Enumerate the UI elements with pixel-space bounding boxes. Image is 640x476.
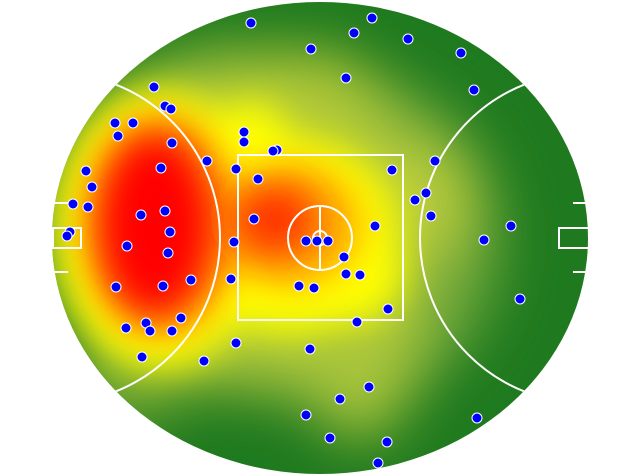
point — [80, 165, 92, 177]
point — [136, 351, 148, 363]
point — [157, 280, 169, 292]
point — [162, 247, 174, 259]
point — [120, 322, 132, 334]
point — [121, 240, 133, 252]
point — [363, 381, 375, 393]
point — [198, 355, 210, 367]
point — [425, 210, 437, 222]
point — [478, 234, 490, 246]
point — [471, 412, 483, 424]
point — [155, 162, 167, 174]
point — [164, 226, 176, 238]
point — [369, 220, 381, 232]
point — [159, 205, 171, 217]
point — [305, 43, 317, 55]
point — [245, 17, 257, 29]
point — [267, 145, 279, 157]
point — [166, 137, 178, 149]
point — [402, 33, 414, 45]
point — [304, 343, 316, 355]
point — [420, 187, 432, 199]
point — [300, 235, 312, 247]
point — [228, 236, 240, 248]
point — [86, 181, 98, 193]
point — [311, 235, 323, 247]
point — [110, 281, 122, 293]
point — [455, 47, 467, 59]
point — [185, 274, 197, 286]
point — [135, 209, 147, 221]
point — [334, 393, 346, 405]
point — [300, 409, 312, 421]
point — [382, 303, 394, 315]
point — [82, 201, 94, 213]
point — [354, 269, 366, 281]
point — [348, 27, 360, 39]
point — [351, 316, 363, 328]
point — [67, 198, 79, 210]
point — [386, 164, 398, 176]
point — [308, 282, 320, 294]
point — [109, 117, 121, 129]
point — [468, 84, 480, 96]
point — [338, 251, 350, 263]
point — [252, 173, 264, 185]
point — [429, 155, 441, 167]
point — [238, 126, 250, 138]
point — [372, 457, 384, 469]
point — [148, 81, 160, 93]
point — [514, 293, 526, 305]
point — [409, 194, 421, 206]
point — [230, 163, 242, 175]
point — [175, 312, 187, 324]
point — [238, 136, 250, 148]
point — [324, 432, 336, 444]
point — [61, 230, 73, 242]
point — [166, 325, 178, 337]
point — [248, 213, 260, 225]
point — [201, 155, 213, 167]
point — [230, 337, 242, 349]
point — [340, 268, 352, 280]
point — [225, 273, 237, 285]
point — [112, 130, 124, 142]
point — [322, 235, 334, 247]
point — [165, 103, 177, 115]
point — [340, 72, 352, 84]
point — [366, 12, 378, 24]
point — [381, 436, 393, 448]
point — [127, 117, 139, 129]
point — [505, 220, 517, 232]
point — [144, 325, 156, 337]
point — [293, 280, 305, 292]
